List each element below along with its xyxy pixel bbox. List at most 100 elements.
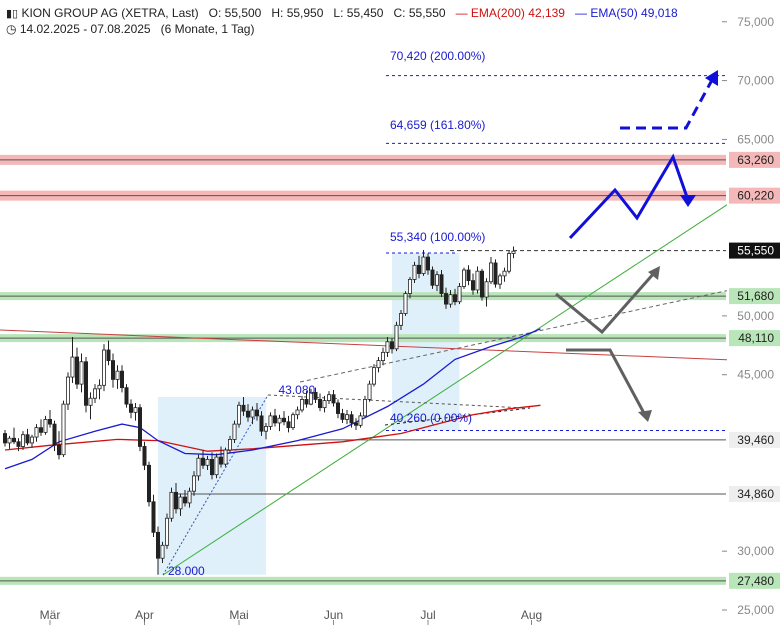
candle-body (146, 464, 151, 503)
level-badge-6 (729, 187, 780, 204)
candle-body (39, 427, 44, 433)
candle-body (389, 341, 394, 350)
candle-body (115, 370, 120, 380)
candle (151, 494, 156, 538)
candle (57, 431, 62, 460)
candle-body (416, 264, 421, 274)
candle (448, 290, 453, 308)
candle (205, 455, 210, 470)
candle (263, 422, 268, 440)
candle-body (358, 415, 363, 426)
candle (281, 411, 286, 426)
ema200-legend-line: — (455, 6, 468, 20)
candle-body (488, 262, 493, 283)
candle-body (205, 459, 210, 466)
candle-body (335, 402, 340, 414)
candle-body (3, 433, 8, 444)
swing-high-label: 43.080 (279, 383, 316, 397)
level-label-7: 63,260 (737, 153, 774, 167)
candle (102, 344, 107, 392)
candle (511, 246, 516, 259)
candle-body (268, 415, 273, 427)
candle (66, 372, 71, 410)
candle-body (506, 253, 511, 272)
ema200-label: EMA(200) (470, 6, 525, 20)
candle (484, 278, 489, 307)
candle (430, 266, 435, 289)
candle-body (61, 403, 66, 456)
candle-body (326, 394, 331, 401)
candle (254, 402, 259, 421)
candle-body (20, 434, 25, 447)
candle-body (142, 446, 147, 466)
candle-body (241, 404, 246, 412)
candle (93, 384, 98, 403)
candle (461, 267, 466, 289)
candle-body (290, 414, 295, 429)
candle-body (434, 274, 439, 286)
candle (335, 399, 340, 419)
candle-body (97, 384, 102, 390)
candle-body (25, 434, 30, 444)
candle-body (187, 490, 192, 504)
level-label-1: 34,860 (737, 487, 774, 501)
candle (277, 414, 282, 432)
candle (155, 526, 160, 575)
candle (128, 399, 133, 419)
candle-body (178, 496, 183, 510)
candle-body (430, 269, 435, 286)
candle-body (66, 376, 71, 405)
ohlc-close: 55,550 (408, 6, 446, 20)
candle-body (160, 544, 165, 559)
candle-body (380, 351, 385, 361)
candle-body (120, 370, 125, 389)
candle-body (7, 437, 12, 444)
level-badge-5 (729, 242, 780, 259)
candle-body (304, 399, 309, 405)
candle (308, 388, 313, 406)
candle (218, 446, 223, 468)
candle (317, 393, 322, 412)
fib-ext200-label: 70,420 (200.00%) (390, 49, 485, 63)
candle-body (299, 399, 304, 411)
y-tick-label-3: 50,000 (737, 309, 774, 323)
candle (322, 395, 327, 413)
candle-body (394, 324, 399, 350)
candle-body (209, 459, 214, 476)
candle (115, 365, 120, 389)
candle-body (133, 407, 138, 413)
candle-body (439, 274, 444, 294)
candle (259, 411, 264, 436)
candle-body (236, 404, 241, 425)
ema50-line (4, 328, 541, 470)
candle (52, 420, 57, 452)
candle (479, 268, 484, 301)
x-tick-label-4: Jul (420, 608, 435, 622)
candle (380, 347, 385, 366)
candle-body (155, 531, 160, 559)
x-tick-label-1: Apr (135, 608, 154, 622)
candle-body (182, 496, 187, 504)
candle (43, 415, 48, 435)
candle-body (466, 269, 471, 281)
candle (385, 337, 390, 358)
candle (7, 435, 12, 449)
candle-body (421, 256, 426, 274)
candle-body (173, 491, 178, 510)
candle-body (106, 349, 111, 361)
green-trendline (162, 169, 780, 576)
candle-body (385, 341, 390, 353)
candle-body (191, 475, 196, 492)
candle (223, 447, 228, 467)
candle-body (48, 419, 53, 425)
candle-body (254, 409, 259, 417)
candle-body (502, 270, 507, 277)
candle (466, 265, 471, 286)
candle (488, 257, 493, 285)
candle-body (497, 275, 502, 285)
candle-body (484, 281, 489, 298)
level-label-6: 60,220 (737, 189, 774, 203)
candle-body (151, 501, 156, 533)
candle-body (349, 414, 354, 424)
candle (232, 420, 237, 443)
